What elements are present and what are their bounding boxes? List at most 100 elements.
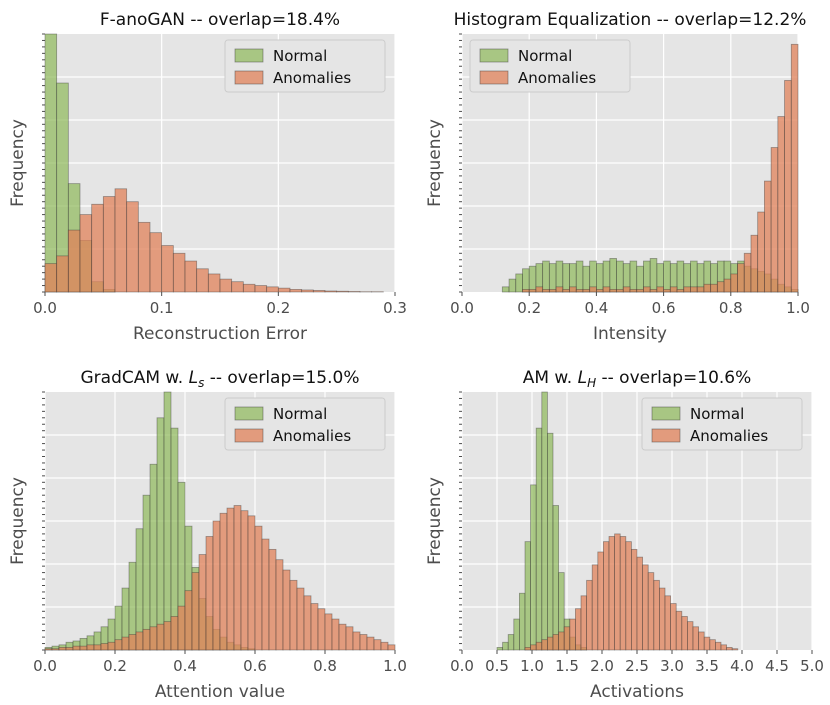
histogram-bar — [636, 556, 643, 651]
histogram-bar — [310, 603, 319, 651]
chart-title: Histogram Equalization -- overlap=12.2% — [454, 10, 807, 30]
x-tick-label: 0.2 — [103, 657, 127, 675]
histogram-bar — [331, 618, 340, 651]
histogram-bar — [636, 265, 644, 293]
legend-label-anomalies: Anomalies — [518, 69, 596, 87]
histogram-bar — [542, 289, 550, 293]
histogram-bar — [716, 281, 725, 293]
legend-label-anomalies: Anomalies — [273, 427, 351, 445]
histogram-bar — [562, 289, 570, 293]
histogram-bar — [580, 595, 587, 651]
histogram-bar — [58, 647, 67, 651]
x-tick-label: 0.5 — [485, 657, 509, 675]
histogram-bar — [770, 147, 779, 293]
histogram-bar — [366, 636, 375, 651]
histogram-bar — [524, 647, 531, 651]
histogram-bar — [507, 634, 515, 651]
histogram-bar — [126, 201, 139, 293]
histogram-bar — [79, 214, 93, 293]
histogram-bar — [191, 572, 200, 651]
chart-title: F-anoGAN -- overlap=18.4% — [100, 10, 340, 30]
histogram-bar — [142, 628, 151, 651]
histogram-bar — [219, 512, 228, 651]
histogram-bar — [128, 634, 137, 651]
histogram-bar — [261, 538, 270, 651]
histogram-bar — [547, 636, 554, 651]
histogram-bar — [196, 268, 209, 293]
legend-swatch-normal — [479, 48, 509, 63]
histogram-bar — [289, 289, 303, 293]
histogram-bar — [609, 258, 617, 293]
histogram-bar — [121, 636, 130, 651]
histogram-bar — [142, 494, 151, 651]
histogram-bar — [324, 290, 338, 293]
x-tick-label: 0.3 — [383, 299, 407, 317]
histogram-bar — [602, 286, 611, 293]
histogram-bar — [522, 289, 530, 293]
histogram-bar — [72, 645, 81, 651]
x-tick-label: 0.0 — [33, 299, 57, 317]
legend-label-anomalies: Anomalies — [690, 427, 768, 445]
histogram-bar — [743, 252, 752, 293]
histogram-bar — [616, 260, 624, 293]
x-tick-label: 1.0 — [383, 657, 407, 675]
legend-frame — [641, 397, 803, 451]
histogram-bar — [107, 641, 116, 651]
histogram-bar — [731, 648, 739, 651]
histogram-bar — [530, 644, 537, 651]
histogram-bar — [184, 590, 193, 651]
histogram-bar — [93, 644, 102, 651]
histogram-bar — [777, 116, 785, 293]
chart-title: GradCAM w. Ls -- overlap=15.0% — [80, 368, 359, 390]
histogram-bar — [515, 273, 523, 293]
histogram-bar — [86, 644, 95, 651]
histogram-bar — [102, 196, 116, 293]
histogram-bar — [542, 260, 550, 293]
series-anomalies — [44, 188, 384, 293]
histogram-bar — [212, 520, 221, 651]
histogram-bar — [345, 626, 354, 651]
histogram-bar — [709, 639, 716, 651]
histogram-bar — [247, 515, 256, 651]
histogram-bar — [44, 33, 58, 293]
histogram-bar — [535, 427, 543, 651]
histogram-bar — [596, 263, 604, 293]
histogram-bar — [586, 579, 593, 651]
histogram-bar — [619, 536, 627, 651]
histogram-bar — [616, 289, 624, 293]
histogram-bar — [609, 289, 617, 293]
x-tick-label: 5.0 — [800, 657, 824, 675]
histogram-bar — [663, 260, 671, 293]
histogram-bar — [659, 587, 666, 651]
histogram-bar — [135, 631, 144, 651]
x-tick-label: 0.4 — [584, 299, 608, 317]
histogram-bar — [359, 634, 368, 651]
histogram-bar — [233, 505, 242, 651]
histogram-bar — [67, 229, 81, 293]
histogram-bar — [726, 647, 733, 651]
histogram-bar — [198, 554, 207, 651]
series-normal — [44, 391, 256, 651]
histogram-bar — [91, 203, 104, 293]
histogram-bar — [177, 605, 186, 651]
histogram-bar — [715, 641, 722, 651]
histogram-bar — [663, 289, 671, 293]
histogram-bar — [513, 618, 520, 651]
histogram-bar — [522, 268, 530, 293]
legend-swatch-anomalies — [234, 428, 264, 443]
histogram-bar — [149, 626, 158, 651]
histogram-bar — [670, 603, 677, 651]
histogram-bar — [552, 634, 559, 651]
histogram-bar — [569, 286, 577, 293]
legend-label-normal: Normal — [273, 405, 327, 423]
histogram-bar — [163, 391, 172, 651]
histogram-bar — [156, 417, 165, 651]
legend-swatch-anomalies — [479, 70, 509, 85]
legend-label-normal: Normal — [690, 405, 744, 423]
histogram-bar — [649, 289, 658, 293]
histogram-bar — [137, 221, 151, 293]
histogram-bar — [219, 278, 233, 293]
histogram-bar — [535, 641, 543, 651]
histogram-bar — [324, 613, 333, 651]
